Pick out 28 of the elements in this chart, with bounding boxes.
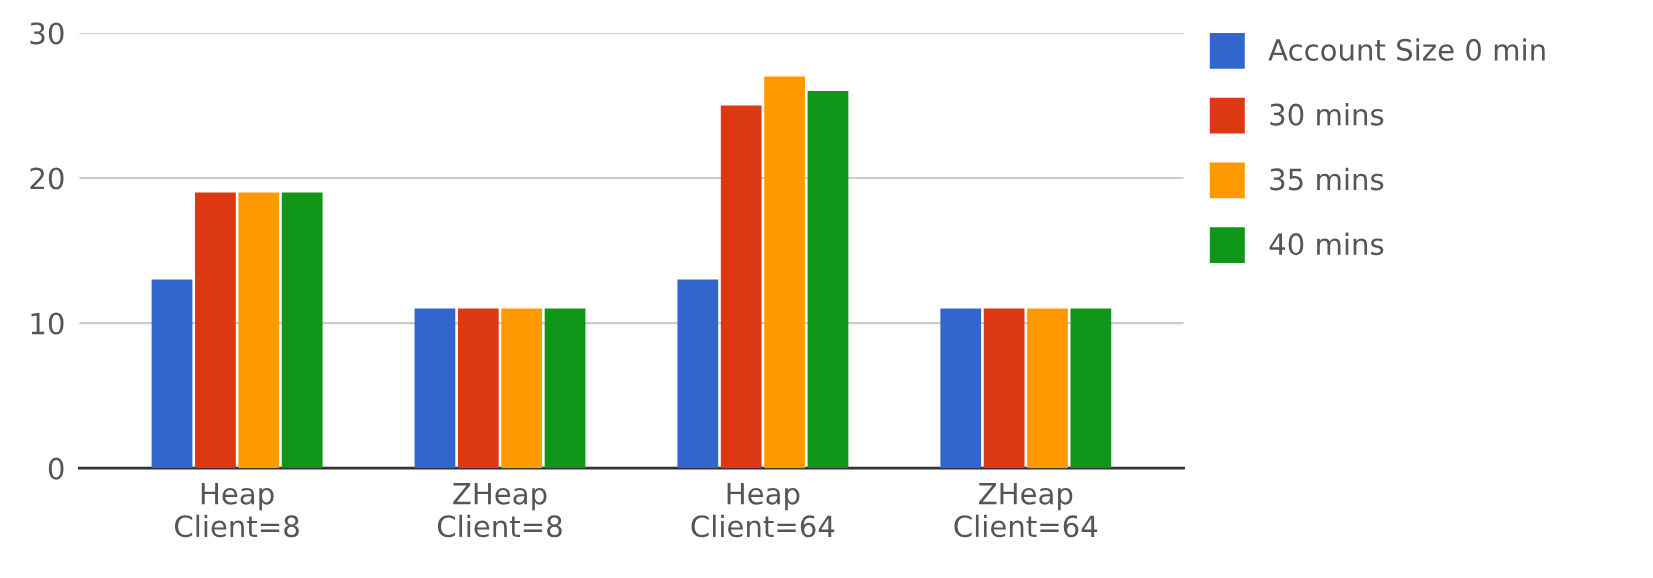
bar [457, 308, 499, 469]
bar [151, 279, 193, 469]
bar [414, 308, 456, 469]
bar [238, 192, 280, 469]
bar [544, 308, 586, 469]
y-tick-label: 20 [30, 167, 64, 190]
bar [720, 105, 762, 469]
x-tick-label: Heap Client=64 [691, 482, 835, 538]
bar [281, 192, 323, 469]
bar [1027, 308, 1068, 469]
x-tick-label: Heap Client=8 [175, 482, 299, 538]
legend-label: 30 mins [1270, 103, 1384, 126]
x-tick-label: ZHeap Client=8 [437, 482, 562, 538]
y-tick-label: 0 [48, 457, 64, 480]
bar [983, 308, 1025, 469]
bar [677, 279, 719, 469]
bar [195, 192, 236, 469]
bar [940, 308, 982, 469]
bar [1070, 308, 1112, 469]
bar [501, 308, 543, 469]
legend-label: 40 mins [1269, 232, 1384, 256]
y-tick-label: 10 [31, 312, 64, 335]
bar [807, 90, 849, 469]
bar [764, 76, 805, 469]
x-tick-label: ZHeap Client=64 [954, 482, 1098, 538]
y-tick-label: 30 [30, 22, 64, 45]
legend-label: Account Size 0 min [1268, 38, 1545, 61]
legend-label: 35 mins [1270, 167, 1384, 191]
